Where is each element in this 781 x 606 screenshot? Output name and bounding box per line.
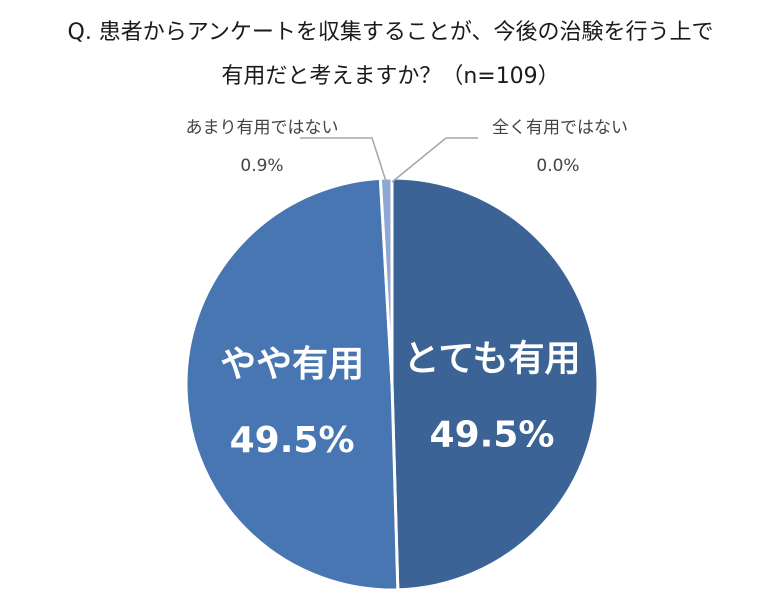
chart-title-line-1: Q. 患者からアンケートを収集することが、今後の治験を行う上で bbox=[67, 20, 714, 45]
slice-value-label-4: 0.0% bbox=[536, 156, 579, 176]
pie-slices bbox=[184, 176, 600, 592]
slice-label-2: やや有用 bbox=[220, 344, 364, 385]
slice-value-label-3: 0.9% bbox=[240, 156, 283, 176]
chart-title-line-2: 有用だと考えますか？（n=109） bbox=[221, 64, 560, 89]
slice-label-1: とても有用 bbox=[403, 339, 580, 380]
leader-line-3 bbox=[300, 137, 387, 183]
slice-value-label-2: 49.5% bbox=[230, 420, 355, 461]
slice-value-label-1: 49.5% bbox=[430, 415, 555, 456]
slice-labels: とても有用 49.5% やや有用 49.5% あまり有用ではない 0.9% 全く有用ではない… bbox=[186, 118, 629, 461]
leader-lines bbox=[300, 137, 478, 183]
leader-line-4 bbox=[391, 137, 478, 183]
slice-label-4: 全く有用ではない bbox=[492, 118, 628, 138]
pie-slice-2 bbox=[184, 176, 400, 592]
pie-slice-1 bbox=[390, 176, 600, 592]
slice-label-3: あまり有用ではない bbox=[186, 118, 339, 138]
